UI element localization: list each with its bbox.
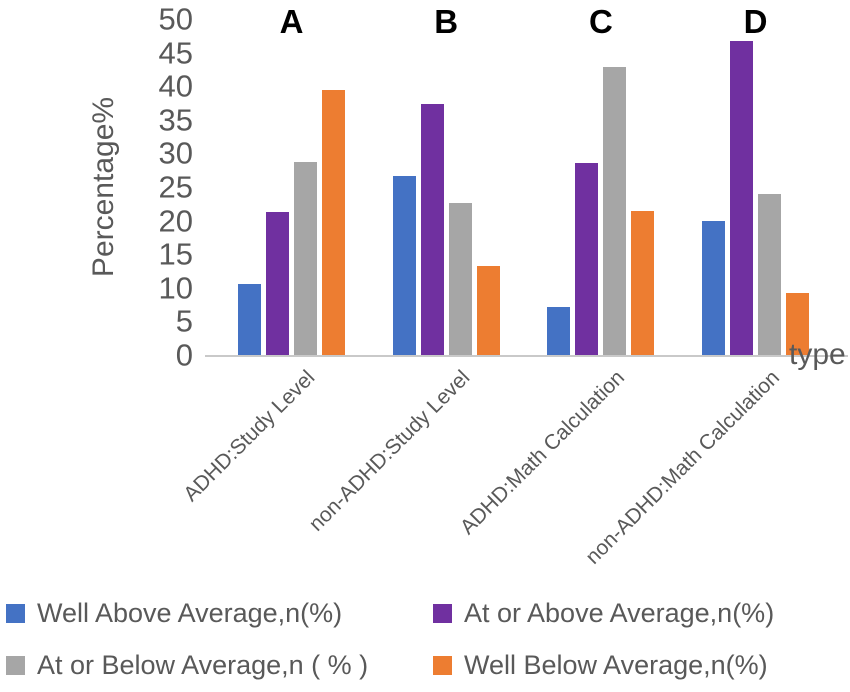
legend-item: At or Below Average,n ( % ): [6, 650, 368, 680]
bar: [758, 193, 782, 355]
legend-label: At or Above Average,n(%): [464, 598, 775, 628]
y-tick-label: 35: [158, 102, 193, 138]
y-tick-label: 30: [158, 135, 193, 171]
bar: [575, 162, 599, 355]
group-annotation: B: [434, 3, 459, 40]
bar: [631, 211, 655, 355]
legend-item: Well Above Average,n(%): [6, 598, 342, 628]
group-annotation: D: [743, 3, 768, 40]
x-axis-line: [205, 355, 848, 357]
group-annotation: A: [279, 3, 304, 40]
legend-label: Well Below Average,n(%): [464, 650, 768, 680]
y-tick-label: 50: [158, 1, 193, 37]
legend-item: At or Above Average,n(%): [433, 598, 774, 628]
bar: [322, 90, 345, 355]
y-tick-label: 0: [175, 337, 193, 373]
legend-item: Well Below Average,n(%): [433, 650, 768, 680]
bar: [476, 265, 500, 355]
y-tick-label: 25: [158, 169, 193, 205]
legend-swatch-icon: [433, 603, 452, 623]
bar: [294, 162, 317, 355]
group-annotation: C: [588, 3, 613, 40]
bar: [266, 211, 289, 355]
bar: [238, 283, 261, 355]
legend-swatch-icon: [433, 655, 452, 675]
legend-label: At or Below Average,n ( % ): [37, 650, 369, 680]
legend-swatch-icon: [6, 655, 25, 675]
x-category-label: ADHD:Study Level: [179, 366, 320, 507]
bar: [786, 292, 810, 355]
legend-label: Well Above Average,n(%): [37, 598, 343, 628]
legend-swatch-icon: [6, 603, 25, 623]
bar: [392, 175, 416, 355]
y-tick-label: 15: [158, 236, 193, 272]
bar: [448, 203, 472, 355]
x-axis-title: type: [789, 338, 846, 371]
y-tick-label: 10: [158, 270, 193, 306]
y-tick-label: 40: [158, 68, 193, 104]
bar: [547, 307, 571, 355]
y-tick-label: 20: [158, 203, 193, 239]
y-tick-label: 45: [158, 35, 193, 71]
x-category-label: non-ADHD:Study Level: [304, 366, 475, 536]
bar: [420, 103, 444, 355]
bar: [702, 220, 726, 355]
bar: [730, 41, 754, 355]
bar: [603, 66, 627, 355]
y-tick-label: 5: [175, 303, 193, 339]
x-category-label: ADHD:Math Calculation: [456, 366, 630, 540]
